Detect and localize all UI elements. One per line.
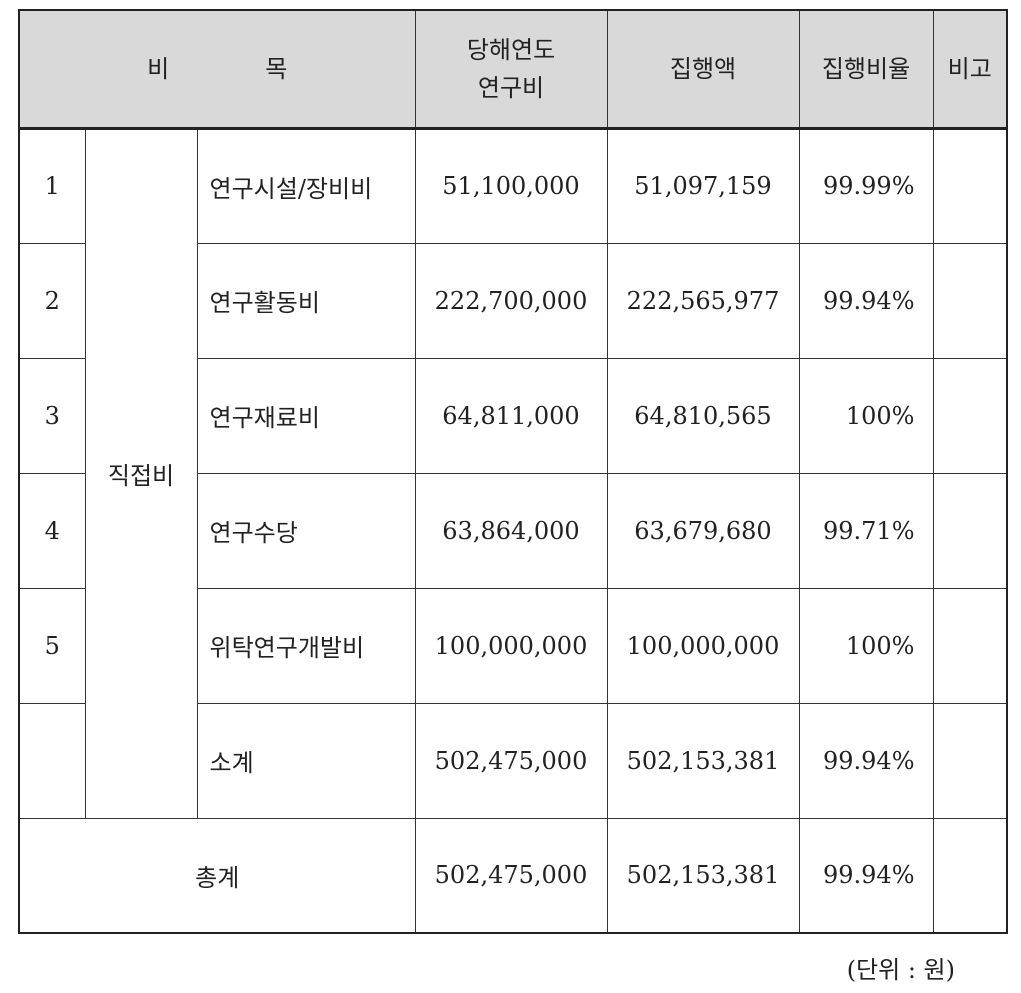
- row-number: 4: [18, 472, 86, 589]
- table-row: 2 연구활동비 222,700,000 222,565,977 99.94%: [18, 242, 1008, 359]
- row-note: [932, 127, 1008, 244]
- row-item: 연구수당: [196, 472, 416, 589]
- row-number: 3: [18, 357, 86, 474]
- table-row: 1 직접비 연구시설/장비비 51,100,000 51,097,159 99.…: [18, 127, 1008, 819]
- row-number: 5: [18, 587, 86, 704]
- total-rate: 99.94%: [798, 817, 934, 934]
- row-item: 연구활동비: [196, 242, 416, 359]
- row-number: 1: [18, 127, 86, 244]
- table-row: 3 연구재료비 64,811,000 64,810,565 100%: [18, 357, 1008, 474]
- total-budget: 502,475,000: [414, 817, 608, 934]
- row-budget: 51,100,000: [414, 127, 608, 244]
- header-item-part2: 목: [265, 54, 288, 83]
- header-budget-line2: 연구비: [477, 73, 545, 102]
- subtotal-note: [932, 702, 1008, 819]
- row-rate: 99.71%: [798, 472, 934, 589]
- row-item: 연구재료비: [196, 357, 416, 474]
- subtotal-row: 소계 502,475,000 502,153,381 99.94%: [18, 702, 1008, 819]
- subtotal-number: [18, 702, 86, 819]
- row-note: [932, 357, 1008, 474]
- row-budget: 64,811,000: [414, 357, 608, 474]
- row-note: [932, 587, 1008, 704]
- subtotal-rate: 99.94%: [798, 702, 934, 819]
- table-row: 5 위탁연구개발비 100,000,000 100,000,000 100%: [18, 587, 1008, 704]
- row-item: 위탁연구개발비: [196, 587, 416, 704]
- row-spent: 222,565,977: [606, 242, 800, 359]
- row-rate: 99.99%: [798, 127, 934, 244]
- row-spent: 64,810,565: [606, 357, 800, 474]
- header-spent: 집행액: [606, 9, 800, 130]
- row-spent: 100,000,000: [606, 587, 800, 704]
- header-item-part1: 비: [147, 54, 170, 83]
- row-rate: 100%: [798, 357, 934, 474]
- total-spent: 502,153,381: [606, 817, 800, 934]
- total-note: [932, 817, 1008, 934]
- row-budget: 100,000,000: [414, 587, 608, 704]
- table-row: 4 연구수당 63,864,000 63,679,680 99.71%: [18, 472, 1008, 589]
- total-label: 총계: [18, 817, 416, 934]
- row-spent: 63,679,680: [606, 472, 800, 589]
- header-budget: 당해연도 연구비: [414, 9, 608, 130]
- row-note: [932, 472, 1008, 589]
- row-rate: 99.94%: [798, 242, 934, 359]
- total-row: 총계 502,475,000 502,153,381 99.94%: [18, 817, 1008, 934]
- row-note: [932, 242, 1008, 359]
- row-item: 연구시설/장비비: [196, 127, 416, 244]
- subtotal-label: 소계: [196, 702, 416, 819]
- category-cell: 직접비: [84, 127, 198, 819]
- row-rate: 100%: [798, 587, 934, 704]
- header-rate: 집행비율: [798, 9, 934, 130]
- row-budget: 222,700,000: [414, 242, 608, 359]
- row-budget: 63,864,000: [414, 472, 608, 589]
- header-note: 비고: [932, 9, 1008, 130]
- row-spent: 51,097,159: [606, 127, 800, 244]
- subtotal-spent: 502,153,381: [606, 702, 800, 819]
- unit-note: (단위 : 원): [846, 956, 955, 984]
- row-number: 2: [18, 242, 86, 359]
- subtotal-budget: 502,475,000: [414, 702, 608, 819]
- header-budget-line1: 당해연도: [466, 35, 556, 64]
